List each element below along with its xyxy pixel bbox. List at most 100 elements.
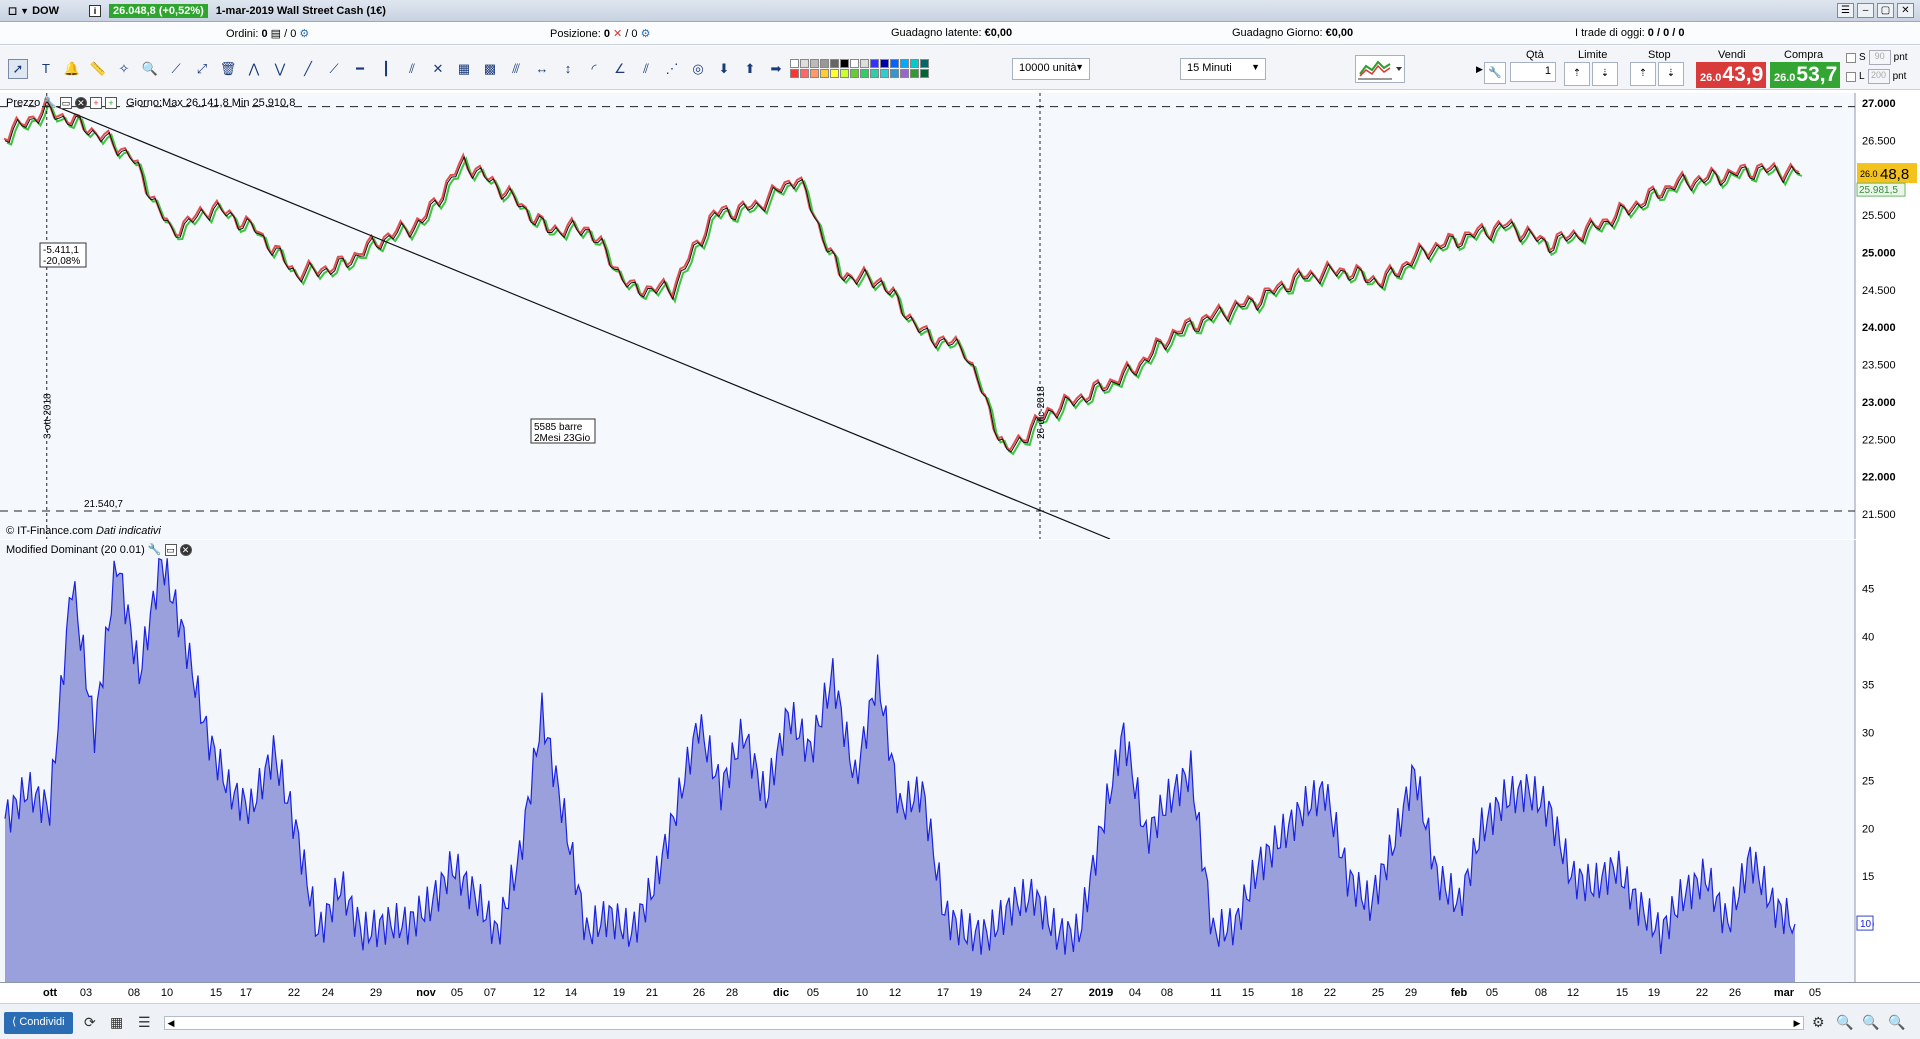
color-swatch[interactable] <box>820 59 829 68</box>
color-swatch[interactable] <box>820 69 829 78</box>
color-swatch[interactable] <box>900 59 909 68</box>
angle-icon[interactable]: ∠ <box>614 61 626 76</box>
buy-button[interactable]: 26.0 53,7 <box>1770 62 1840 88</box>
sell-button[interactable]: 26.0 43,9 <box>1696 62 1766 88</box>
color-swatch[interactable] <box>870 69 879 78</box>
close-button[interactable]: ✕ <box>1897 3 1914 18</box>
horizontal-line-icon[interactable]: ━ <box>356 61 364 76</box>
text-tool-icon[interactable]: T <box>42 61 50 76</box>
timeframe-select[interactable]: 15 Minuti ▼ <box>1180 58 1266 80</box>
arc-icon[interactable]: ◜ <box>591 61 597 76</box>
time-axis[interactable]: ott 03 08 10 15 17 22 24 29 nov 05 07 12 14 19 21 26 28 di… <box>0 982 1920 1002</box>
wrench-icon[interactable]: 🔧 <box>147 544 162 556</box>
horizontal-scrollbar[interactable]: ◀ ▶ <box>164 1016 1804 1030</box>
zoom-in-icon[interactable]: + <box>89 96 102 109</box>
color-swatch[interactable] <box>920 69 929 78</box>
magic-wand-icon[interactable]: ✧ <box>118 61 130 76</box>
color-swatch[interactable] <box>830 69 839 78</box>
limit-buy-icon[interactable]: ⇡ <box>1564 62 1590 86</box>
color-swatch[interactable] <box>880 59 889 68</box>
trendline[interactable] <box>56 106 1111 540</box>
ruler-icon[interactable]: 📏 <box>89 61 107 76</box>
indicators-icon[interactable]: ☰ <box>138 1014 151 1030</box>
alert-bell-icon[interactable]: 🔔 <box>63 61 81 76</box>
color-swatch[interactable] <box>890 69 899 78</box>
gear-icon[interactable]: ⚙ <box>299 28 310 40</box>
limit-checkbox[interactable] <box>1846 71 1856 82</box>
vertical-measure-icon[interactable]: ↕ <box>564 61 572 76</box>
color-palette[interactable] <box>790 59 929 78</box>
stop-loss-input[interactable]: 90 <box>1868 50 1891 65</box>
minimize-button[interactable]: – <box>1857 3 1874 18</box>
replay-icon[interactable]: ⟳ <box>84 1014 96 1030</box>
color-swatch[interactable] <box>790 69 799 78</box>
ellipse-icon[interactable]: ◎ <box>692 61 704 76</box>
color-swatch[interactable] <box>880 69 889 78</box>
line-tool-icon[interactable]: ⟋ <box>171 61 181 76</box>
color-swatch[interactable] <box>790 59 799 68</box>
measure-icon[interactable]: ↔ <box>535 61 549 76</box>
color-swatch[interactable] <box>860 59 869 68</box>
arrow-down-icon[interactable]: ⬇ <box>718 61 730 76</box>
qty-input[interactable]: 1 <box>1510 62 1556 82</box>
color-swatch[interactable] <box>840 69 849 78</box>
segment-icon[interactable]: ⟋ <box>329 61 339 76</box>
color-swatch[interactable] <box>810 59 819 68</box>
fan-icon[interactable]: ✕ <box>432 61 444 76</box>
stop-buy-icon[interactable]: ⇡ <box>1630 62 1656 86</box>
color-swatch[interactable] <box>830 59 839 68</box>
ray-tool-icon[interactable]: ⤢ <box>196 61 208 76</box>
arrow-right-icon[interactable]: ➡ <box>770 61 782 76</box>
channel-icon[interactable]: ⫽ <box>409 61 415 76</box>
color-swatch[interactable] <box>850 59 859 68</box>
color-swatch[interactable] <box>840 59 849 68</box>
color-swatch[interactable] <box>910 59 919 68</box>
color-swatch[interactable] <box>920 59 929 68</box>
zoom-out-icon[interactable]: + <box>104 96 117 109</box>
pattern-tool-2-icon[interactable]: ⋁ <box>274 61 286 76</box>
pointer-tool-icon[interactable]: ➚ <box>8 59 28 79</box>
close-position-icon[interactable]: ✕ <box>613 28 623 40</box>
calculator-icon[interactable]: ▦ <box>110 1014 124 1030</box>
color-swatch[interactable] <box>850 69 859 78</box>
grid-tool-icon[interactable]: ▩ <box>483 61 497 76</box>
wrench-icon[interactable]: 🔧 <box>1484 62 1506 84</box>
limit-sell-icon[interactable]: ⇣ <box>1592 62 1618 86</box>
scroll-right-icon[interactable]: ▶ <box>1793 1018 1801 1028</box>
chart-type-button[interactable] <box>1355 55 1405 83</box>
zoom-in-icon[interactable]: 🔍 <box>1888 1014 1906 1030</box>
info-icon[interactable]: i <box>88 4 101 17</box>
vertical-line-icon[interactable]: ┃ <box>382 61 390 76</box>
color-swatch[interactable] <box>870 59 879 68</box>
color-swatch[interactable] <box>800 59 809 68</box>
wrench-icon[interactable]: 🔧 <box>43 97 57 109</box>
gear-icon[interactable]: ⚙ <box>640 28 651 40</box>
close-icon[interactable]: ✕ <box>74 96 87 109</box>
chart-settings-icon[interactable]: ⚙ <box>1812 1014 1825 1030</box>
fibonacci-icon[interactable]: ▦ <box>457 61 471 76</box>
color-swatch[interactable] <box>910 69 919 78</box>
window-icon[interactable]: ▭ <box>164 543 177 556</box>
scroll-left-icon[interactable]: ◀ <box>167 1018 175 1028</box>
limit-input[interactable]: 200 <box>1867 69 1890 84</box>
list-icon[interactable]: ☰ <box>1837 3 1854 18</box>
share-button[interactable]: ⟨ Condividi <box>4 1012 73 1034</box>
color-swatch[interactable] <box>800 69 809 78</box>
color-swatch[interactable] <box>810 69 819 78</box>
stop-loss-checkbox[interactable] <box>1846 52 1856 63</box>
zoom-icon[interactable]: 🔍 <box>141 61 159 76</box>
channel-2-icon[interactable]: ⫻ <box>512 61 520 76</box>
units-select[interactable]: 10000 unità ▼ <box>1012 58 1090 80</box>
maximize-button[interactable]: ▢ <box>1877 3 1894 18</box>
color-swatch[interactable] <box>900 69 909 78</box>
trendline-icon[interactable]: ╱ <box>304 61 312 76</box>
trash-icon[interactable]: 🗑 <box>219 61 237 76</box>
chevron-right-icon[interactable]: ▶ <box>1476 64 1483 74</box>
price-chart[interactable]: 27.00026.50026.00025.50025.00024.50024.0… <box>0 93 1920 540</box>
symbol-selector[interactable]: ◻ ▼ DOW <box>8 4 59 18</box>
color-swatch[interactable] <box>890 59 899 68</box>
close-icon[interactable]: ✕ <box>179 543 192 556</box>
arrow-up-icon[interactable]: ⬆ <box>744 61 756 76</box>
color-swatch[interactable] <box>860 69 869 78</box>
